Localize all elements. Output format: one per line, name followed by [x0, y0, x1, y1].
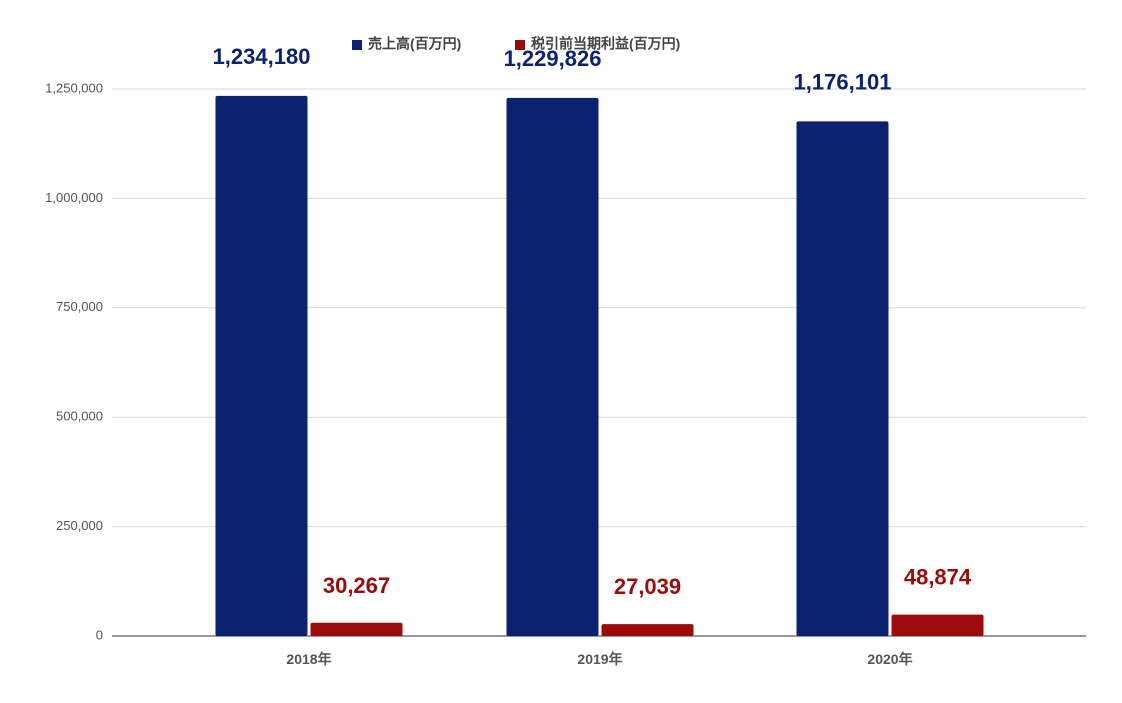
bar-pretax-profit	[601, 624, 694, 636]
y-tick-label: 250,000	[56, 518, 103, 533]
x-tick-label: 2019年	[577, 651, 622, 667]
legend-swatch	[352, 40, 362, 50]
bar-sales	[215, 95, 308, 636]
data-label-pretax-profit: 30,267	[323, 573, 390, 598]
bar-pretax-profit	[310, 622, 403, 636]
bar-sales	[796, 121, 889, 637]
data-label-pretax-profit: 27,039	[614, 574, 681, 599]
bar-pretax-profit	[891, 614, 984, 636]
legend-swatch	[515, 40, 525, 50]
legend-item-sales: 売上高(百万円)	[368, 36, 461, 52]
x-tick-label: 2020年	[867, 651, 912, 667]
y-tick-label: 500,000	[56, 409, 103, 424]
data-label-pretax-profit: 48,874	[904, 565, 972, 590]
legend-item-pretax-profit: 税引前当期利益(百万円)	[531, 36, 680, 52]
data-label-sales: 1,176,101	[794, 69, 892, 94]
x-tick-label: 2018年	[286, 651, 331, 667]
y-tick-label: 1,250,000	[45, 80, 103, 95]
y-tick-label: 750,000	[56, 299, 103, 314]
y-tick-label: 1,000,000	[45, 190, 103, 205]
bar-sales	[506, 97, 599, 637]
y-tick-label: 0	[96, 627, 103, 642]
data-label-sales: 1,234,180	[213, 44, 311, 69]
